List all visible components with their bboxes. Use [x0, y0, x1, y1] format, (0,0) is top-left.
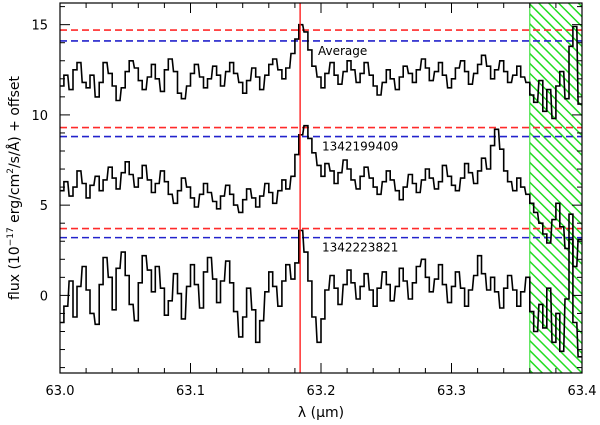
- y-axis-title: flux (10−17 erg/cm2/s/Å) + offset: [6, 76, 23, 300]
- y-axis-title-sup2: 2: [6, 168, 16, 174]
- x-tick-label-2: 63.2: [307, 384, 336, 399]
- series-label-2: 1342199409: [322, 139, 398, 153]
- y-tick-label-1: 5: [40, 199, 48, 214]
- y-axis-title-sup: −17: [6, 227, 16, 246]
- x-tick-label-0: 63.0: [46, 384, 75, 399]
- series-label-1: Average: [318, 44, 367, 58]
- y-tick-label-3: 15: [31, 19, 48, 34]
- series-label-3: 1342223821: [322, 241, 398, 255]
- spectrum-series-1: [60, 23, 582, 120]
- x-tick-label-1: 63.1: [176, 384, 205, 399]
- x-tick-label-4: 63.4: [568, 384, 597, 399]
- x-tick-label-3: 63.3: [437, 384, 466, 399]
- spectrum-series-3: [60, 229, 582, 358]
- spectrum-series-2: [60, 124, 582, 268]
- x-axis-title: λ (μm): [298, 405, 344, 421]
- y-tick-label-0: 0: [40, 289, 48, 304]
- y-axis-title-a: flux (10: [7, 246, 23, 300]
- y-axis-title-c: /s/Å) + offset: [6, 76, 23, 169]
- y-tick-label-2: 10: [31, 109, 48, 124]
- y-axis-title-b: erg/cm: [7, 174, 23, 228]
